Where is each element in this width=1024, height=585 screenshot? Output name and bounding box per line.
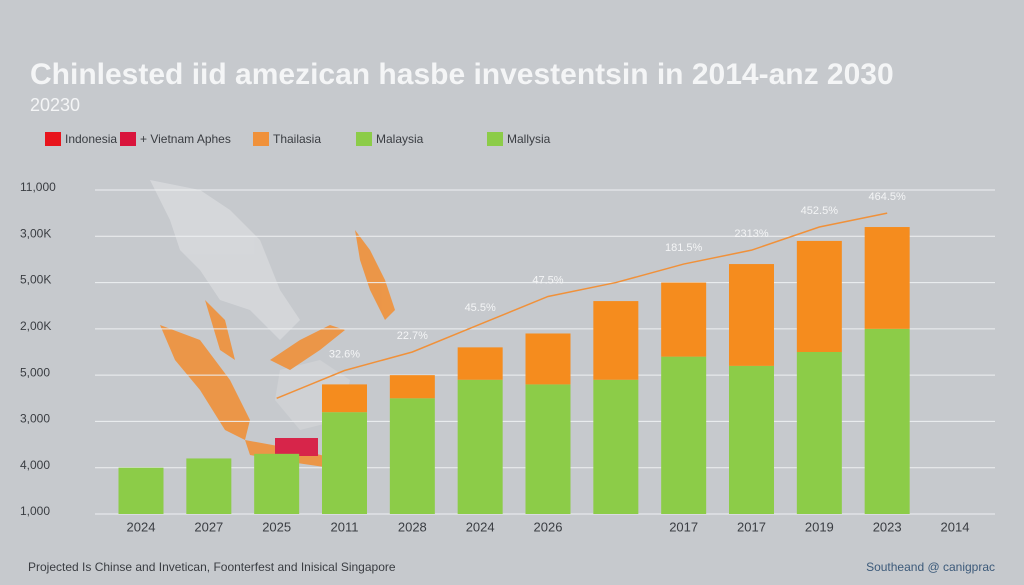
- legend-label: Mallysia: [507, 132, 551, 146]
- bar-segment: [525, 384, 571, 514]
- x-tick-label: 2019: [805, 519, 834, 534]
- bar-segment: [118, 467, 164, 514]
- bar-segment: [322, 412, 367, 514]
- legend-label: Indonesia: [65, 132, 117, 146]
- y-tick-label: 5,000: [20, 365, 50, 379]
- bar-segment: [389, 375, 435, 399]
- map-island: [205, 300, 235, 360]
- annotation: 452.5%: [801, 205, 839, 217]
- map-land: [150, 180, 300, 340]
- annotation: 464.5%: [869, 191, 907, 203]
- bar-segment: [864, 227, 910, 329]
- legend-swatch: [487, 132, 503, 146]
- map-highlight: [275, 438, 318, 456]
- bar-segment: [186, 458, 232, 514]
- bar-segment: [661, 282, 707, 357]
- y-tick-label: 1,000: [20, 504, 50, 518]
- x-tick-label: 2025: [262, 519, 291, 534]
- bar-segment: [457, 379, 503, 514]
- bar-segment: [796, 352, 842, 514]
- bar-segment: [729, 264, 774, 366]
- annotation: 45.5%: [465, 302, 496, 314]
- y-tick-label: 3,000: [20, 412, 50, 426]
- legend-label: + Vietnam Aphes: [140, 132, 231, 146]
- y-tick-label: 11,000: [20, 180, 56, 194]
- chart-title: Chinlested iid amezican hasbe investents…: [30, 58, 894, 91]
- annotation: 32.6%: [329, 348, 360, 360]
- y-tick-label: 4,000: [20, 458, 50, 472]
- bar-segment: [254, 453, 300, 514]
- x-tick-label: 2027: [194, 519, 223, 534]
- legend-swatch: [253, 132, 269, 146]
- annotation: 47.5%: [532, 274, 563, 286]
- x-tick-label: 2028: [398, 519, 427, 534]
- legend-swatch: [45, 132, 61, 146]
- bar-segment: [593, 301, 639, 380]
- source: Southeand @ canigprac: [866, 560, 995, 574]
- x-tick-label: 2026: [534, 519, 563, 534]
- trend-line: [276, 212, 888, 399]
- bar-segment: [593, 379, 639, 514]
- bar-segment: [796, 240, 842, 352]
- bar-segment: [661, 356, 707, 514]
- chart-subtitle: 20230: [30, 95, 80, 115]
- legend-swatch: [120, 132, 136, 146]
- legend-label: Malaysia: [376, 132, 424, 146]
- annotation: 22.7%: [397, 330, 428, 342]
- map-island: [355, 230, 395, 320]
- x-tick-label: 2011: [331, 519, 359, 534]
- map-island: [270, 325, 345, 370]
- y-tick-label: 5,00K: [20, 273, 51, 287]
- bar-segment: [729, 365, 774, 514]
- annotation: 181.5%: [665, 242, 703, 254]
- bar-segment: [457, 347, 503, 380]
- y-tick-label: 3,00K: [20, 226, 51, 240]
- x-tick-label: 2017: [669, 519, 698, 534]
- x-tick-label: 2014: [941, 519, 970, 534]
- bar-segment: [525, 333, 571, 385]
- map-island: [160, 325, 250, 440]
- annotation: 2313%: [734, 228, 768, 240]
- legend-swatch: [356, 132, 372, 146]
- bar-segment: [322, 384, 367, 413]
- bar-segment: [389, 398, 435, 514]
- x-tick-label: 2024: [466, 519, 495, 534]
- legend-label: Thailasia: [273, 132, 321, 146]
- y-tick-label: 2,00K: [20, 319, 51, 333]
- x-tick-label: 2023: [873, 519, 902, 534]
- footnote: Projected Is Chinse and Invetican, Foont…: [28, 560, 396, 574]
- bar-segment: [864, 328, 910, 514]
- x-tick-label: 2024: [127, 519, 156, 534]
- x-tick-label: 2017: [737, 519, 766, 534]
